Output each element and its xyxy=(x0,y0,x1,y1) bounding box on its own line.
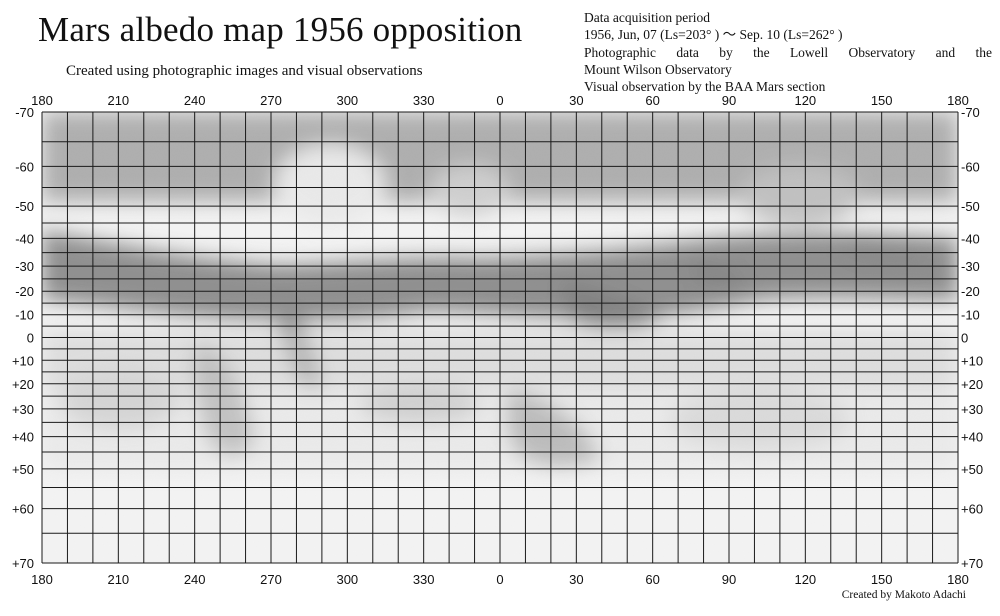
page-title: Mars albedo map 1956 opposition xyxy=(38,10,523,49)
longitude-label-top: 30 xyxy=(569,93,583,108)
longitude-label-bottom: 270 xyxy=(260,572,282,587)
longitude-label-bottom: 0 xyxy=(496,572,503,587)
page-subtitle: Created using photographic images and vi… xyxy=(66,63,423,79)
latitude-label-right: -70 xyxy=(961,105,980,120)
latitude-label-right: +50 xyxy=(961,462,983,477)
latitude-label-right: +70 xyxy=(961,556,983,571)
longitude-label-top: 150 xyxy=(871,93,893,108)
info-line-visual: Visual observation by the BAA Mars secti… xyxy=(584,79,826,95)
longitude-label-bottom: 120 xyxy=(794,572,816,587)
latitude-label-left: +30 xyxy=(12,402,34,417)
longitude-label-bottom: 330 xyxy=(413,572,435,587)
longitude-label-bottom: 210 xyxy=(107,572,129,587)
latitude-label-right: +30 xyxy=(961,402,983,417)
longitude-labels-bottom: 180 210 240 270 300 330 0 30 60 90 120 150 180 xyxy=(31,572,969,587)
longitude-label-top: 0 xyxy=(496,93,503,108)
latitude-label-left: +20 xyxy=(12,377,34,392)
latitude-labels-right: -70 -60 -50 -40 -30 -20 -10 0 +10 +20 +30 +40 +50 +60… xyxy=(961,105,983,571)
longitude-label-top: 210 xyxy=(107,93,129,108)
latitude-label-left: +70 xyxy=(12,556,34,571)
latitude-label-left: 0 xyxy=(27,331,34,346)
latitude-label-right: -40 xyxy=(961,231,980,246)
longitude-label-top: 270 xyxy=(260,93,282,108)
longitude-label-top: 300 xyxy=(336,93,358,108)
latitude-label-right: +60 xyxy=(961,502,983,517)
longitude-label-bottom: 30 xyxy=(569,572,583,587)
latitude-label-left: -50 xyxy=(15,199,34,214)
latitude-labels-left: -70 -60 -50 -40 -30 -20 -10 0 +10 +20 +30 +40 +50 +60… xyxy=(12,105,34,571)
longitude-label-top: 120 xyxy=(794,93,816,108)
longitude-label-top: 90 xyxy=(722,93,736,108)
map-area: 180 210 240 270 300 330 0 30 60 90 120 150 180 180 21… xyxy=(12,93,983,587)
latitude-label-right: -30 xyxy=(961,259,980,274)
latitude-label-left: -70 xyxy=(15,105,34,120)
longitude-label-top: 180 xyxy=(31,93,53,108)
latitude-label-left: +40 xyxy=(12,430,34,445)
latitude-label-left: -20 xyxy=(15,284,34,299)
info-line-period-dates: 1956, Jun, 07 (Ls=203° ) ～ Sep. 10 (Ls=2… xyxy=(584,27,843,43)
longitude-label-bottom: 150 xyxy=(871,572,893,587)
latitude-label-right: 0 xyxy=(961,331,968,346)
longitude-label-bottom: 300 xyxy=(336,572,358,587)
credit-line: Created by Makoto Adachi xyxy=(841,589,966,601)
latitude-label-right: -60 xyxy=(961,159,980,174)
longitude-label-bottom: 60 xyxy=(645,572,659,587)
info-line-photographic-1: Photographic data by the Lowell Observat… xyxy=(584,44,992,60)
longitude-labels-top: 180 210 240 270 300 330 0 30 60 90 120 150 180 xyxy=(31,93,969,108)
longitude-label-top: 180 xyxy=(947,93,969,108)
latitude-label-right: -50 xyxy=(961,199,980,214)
info-line-period-label: Data acquisition period xyxy=(584,10,710,25)
longitude-label-bottom: 90 xyxy=(722,572,736,587)
longitude-label-top: 240 xyxy=(184,93,206,108)
latitude-label-right: -10 xyxy=(961,308,980,323)
latitude-label-left: -10 xyxy=(15,308,34,323)
latitude-label-right: -20 xyxy=(961,284,980,299)
longitude-label-bottom: 240 xyxy=(184,572,206,587)
latitude-label-left: +60 xyxy=(12,502,34,517)
latitude-label-left: -40 xyxy=(15,231,34,246)
info-line-photographic: Photographic data by the Lowell Observat… xyxy=(584,44,992,79)
info-line-photographic-2: Mount Wilson Observatory xyxy=(584,61,732,77)
latitude-label-left: +50 xyxy=(12,462,34,477)
longitude-label-bottom: 180 xyxy=(947,572,969,587)
latitude-label-left: -60 xyxy=(15,159,34,174)
latitude-label-right: +10 xyxy=(961,353,983,368)
grid-lines xyxy=(41,111,959,564)
latitude-label-right: +20 xyxy=(961,377,983,392)
latitude-label-left: +10 xyxy=(12,353,34,368)
info-block: Data acquisition period 1956, Jun, 07 (L… xyxy=(584,9,992,95)
longitude-label-top: 330 xyxy=(413,93,435,108)
longitude-label-top: 60 xyxy=(645,93,659,108)
longitude-label-bottom: 180 xyxy=(31,572,53,587)
latitude-label-left: -30 xyxy=(15,259,34,274)
latitude-label-right: +40 xyxy=(961,430,983,445)
